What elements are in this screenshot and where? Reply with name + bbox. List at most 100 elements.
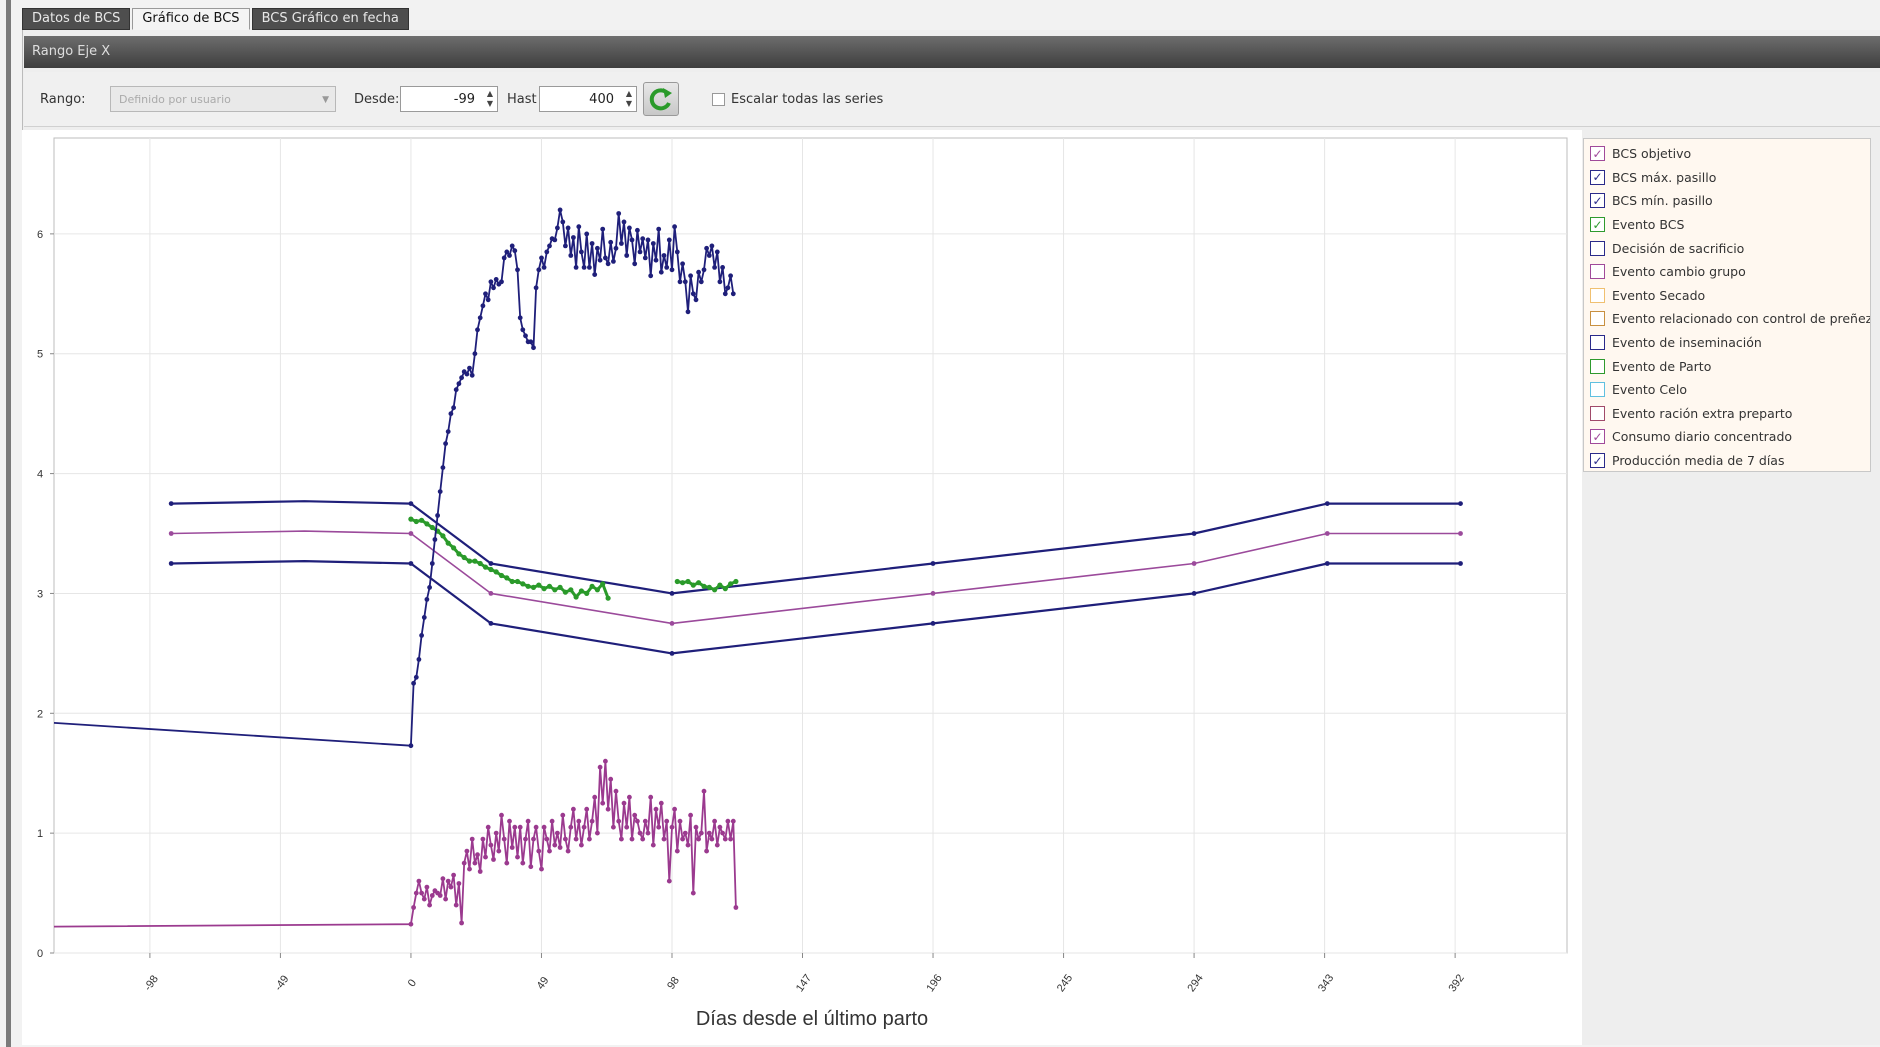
tab-datos-bcs[interactable]: Datos de BCS (22, 8, 131, 30)
hasta-label: Hast (507, 92, 537, 107)
checkbox-checked-icon[interactable]: ✓ (1590, 169, 1605, 185)
data-point (416, 657, 422, 662)
scale-all-checkbox[interactable] (712, 93, 725, 106)
data-point (589, 583, 595, 589)
refresh-button[interactable] (643, 82, 679, 116)
checkbox-empty-icon[interactable] (1590, 358, 1605, 374)
data-point (483, 291, 488, 297)
legend-item[interactable]: ✓ BCS máx. pasillo (1584, 166, 1870, 190)
legend-item[interactable]: ✓ Producción media de 7 días (1584, 449, 1870, 473)
data-point (485, 297, 491, 303)
data-point (525, 583, 531, 589)
data-point (693, 824, 699, 830)
checkbox-empty-icon[interactable] (1590, 240, 1605, 256)
data-point (448, 884, 454, 890)
legend-item[interactable]: Evento cambio grupo (1584, 260, 1870, 284)
data-point (509, 845, 515, 850)
data-point (565, 225, 571, 231)
data-point (1324, 531, 1330, 536)
legend-item[interactable]: ✓ BCS objetivo (1584, 142, 1870, 166)
legend-item[interactable]: Evento Celo (1584, 378, 1870, 402)
data-point (475, 852, 480, 858)
data-point (515, 854, 520, 860)
data-point (658, 269, 664, 275)
legend-item[interactable]: Decisión de sacrificio (1584, 236, 1870, 260)
tab-grafico-bcs[interactable]: Gráfico de BCS (132, 8, 250, 30)
checkbox-empty-icon[interactable] (1590, 335, 1605, 351)
data-point (645, 830, 651, 836)
data-point (546, 583, 553, 589)
hasta-value: 400 (589, 92, 614, 107)
legend-label: Evento Celo (1612, 382, 1687, 398)
spinner-arrows-icon[interactable]: ▲ ▼ (486, 89, 493, 108)
data-point (501, 836, 507, 842)
checkbox-empty-icon[interactable] (1590, 405, 1605, 421)
legend-item[interactable]: Evento Secado (1584, 284, 1870, 308)
data-point (440, 533, 446, 539)
checkbox-empty-icon[interactable] (1590, 382, 1605, 398)
data-point (461, 554, 467, 561)
data-point (461, 860, 467, 866)
legend-item[interactable]: Evento relacionado con control de preñez (1584, 307, 1870, 331)
data-point (664, 265, 670, 270)
tab-bcs-grafico-fecha[interactable]: BCS Gráfico en fecha (251, 8, 409, 30)
data-point (603, 758, 608, 764)
data-point (653, 806, 659, 812)
checkbox-empty-icon[interactable] (1590, 311, 1605, 327)
rango-select[interactable]: Definido por usuario ▼ (110, 86, 336, 112)
data-point (635, 227, 640, 233)
data-point (704, 245, 709, 251)
checkbox-checked-icon[interactable]: ✓ (1590, 193, 1605, 209)
data-point (728, 581, 734, 587)
data-point (712, 265, 717, 270)
spinner-arrows-icon[interactable]: ▲ ▼ (625, 89, 632, 108)
hasta-spinner[interactable]: 400 ▲ ▼ (539, 86, 637, 112)
data-point (491, 857, 496, 862)
data-point (424, 521, 430, 527)
legend-item[interactable]: Evento ración extra preparto (1584, 402, 1870, 426)
checkbox-empty-icon[interactable] (1590, 287, 1605, 303)
data-point (168, 501, 174, 506)
data-point (429, 524, 435, 531)
data-point (429, 893, 435, 898)
data-point (477, 560, 483, 567)
data-point (701, 583, 707, 589)
data-point (690, 582, 696, 588)
data-point (930, 621, 936, 626)
legend-item[interactable]: ✓ BCS mín. pasillo (1584, 189, 1870, 213)
data-point (579, 249, 584, 255)
data-point (544, 249, 550, 255)
data-point (571, 235, 576, 240)
data-point (728, 836, 733, 842)
data-point (690, 890, 696, 896)
checkbox-checked-icon[interactable]: ✓ (1590, 429, 1605, 445)
legend-item[interactable]: ✓ Evento BCS (1584, 213, 1870, 237)
data-point (563, 836, 568, 842)
data-point (541, 265, 547, 270)
data-point (661, 836, 667, 842)
data-point (539, 255, 544, 261)
data-point (696, 836, 701, 842)
data-point (685, 309, 691, 315)
data-point (674, 249, 680, 255)
legend-item[interactable]: Evento de inseminación (1584, 331, 1870, 355)
checkbox-checked-icon[interactable]: ✓ (1590, 217, 1605, 233)
y-tick-label: 1 (37, 828, 43, 840)
legend-item[interactable]: ✓ Consumo diario concentrado (1584, 425, 1870, 449)
legend-item[interactable]: Evento de Parto (1584, 354, 1870, 378)
desde-spinner[interactable]: -99 ▲ ▼ (400, 86, 498, 112)
bcs-chart: -98 -49 0 49 98 147 196 245 294 343 392 0 1 2 3 4 5 6 Dí… (37, 137, 1568, 1030)
desde-value: -99 (453, 92, 475, 107)
data-point (509, 243, 515, 249)
data-point (528, 864, 534, 870)
data-point (674, 848, 680, 854)
data-point (480, 836, 486, 842)
data-point (517, 315, 523, 321)
data-point (408, 501, 414, 506)
legend-label: Consumo diario concentrado (1612, 429, 1793, 445)
checkbox-checked-icon[interactable]: ✓ (1590, 146, 1605, 162)
data-point (408, 921, 414, 927)
checkbox-empty-icon[interactable] (1590, 264, 1605, 280)
data-point (555, 225, 560, 231)
checkbox-checked-icon[interactable]: ✓ (1590, 453, 1605, 469)
